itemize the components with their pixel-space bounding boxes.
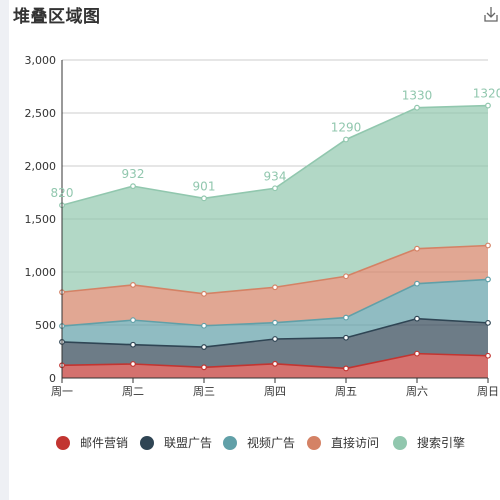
data-point	[272, 360, 278, 367]
x-tick-label: 周三	[193, 385, 215, 398]
data-point	[343, 314, 349, 321]
data-label: 932	[122, 167, 145, 181]
data-labels-layer: 820 932 901 934 1290 1330 1320	[51, 87, 500, 201]
data-point	[130, 282, 136, 288]
data-point	[414, 245, 420, 252]
data-point	[414, 104, 420, 111]
legend-label: 视频广告	[247, 435, 295, 450]
legend-marker	[307, 436, 321, 450]
data-label: 934	[264, 169, 287, 183]
y-tick-label: 0	[49, 372, 56, 385]
data-point	[201, 364, 207, 371]
data-point	[272, 336, 278, 342]
data-point	[343, 136, 349, 143]
data-point	[343, 365, 349, 372]
x-tick-label: 周六	[406, 385, 428, 398]
y-tick-label: 3,000	[25, 54, 57, 67]
data-points-layer	[59, 102, 491, 372]
data-point	[485, 276, 491, 283]
area-搜索引擎	[62, 105, 488, 294]
data-point	[130, 183, 136, 190]
legend-item[interactable]: 视频广告	[223, 435, 295, 450]
data-point	[201, 344, 207, 350]
chart-title: 堆叠区域图	[13, 7, 101, 27]
x-tick-label: 周二	[122, 385, 144, 398]
y-tick-label: 2,000	[25, 160, 57, 173]
area-直接访问	[62, 245, 488, 327]
legend-item[interactable]: 直接访问	[307, 435, 379, 450]
data-label: 901	[193, 179, 216, 193]
data-point	[130, 341, 136, 348]
data-label: 820	[51, 186, 74, 200]
legend-label: 邮件营销	[80, 436, 128, 450]
axes-layer: 0 500 1,000 1,500 2,000 2,500 3,000 周一 周二 周三 周四 周五 周…	[25, 54, 500, 398]
y-tick-label: 500	[35, 319, 56, 332]
x-tick-label: 周五	[335, 385, 357, 398]
legend-item[interactable]: 邮件营销	[56, 436, 128, 450]
data-point	[485, 352, 491, 359]
data-point	[414, 280, 420, 287]
data-point	[130, 361, 136, 367]
data-point	[485, 102, 491, 109]
data-point	[201, 195, 207, 202]
x-tick-label: 周四	[264, 385, 286, 398]
area-联盟广告	[62, 318, 488, 369]
download-icon[interactable]	[481, 4, 500, 24]
legend-marker	[56, 436, 70, 450]
y-tick-label: 1,500	[25, 213, 57, 226]
data-point	[201, 290, 207, 297]
data-point	[201, 322, 207, 329]
data-label: 1320	[473, 87, 500, 101]
x-tick-label: 周一	[51, 385, 73, 398]
data-point	[272, 284, 278, 291]
data-point	[485, 319, 491, 326]
data-point	[272, 185, 278, 192]
data-point	[485, 242, 491, 249]
legend-marker	[223, 436, 237, 450]
legend-label: 直接访问	[331, 435, 379, 450]
left-edge-strip	[0, 0, 9, 500]
legend-marker	[393, 436, 407, 450]
y-tick-label: 2,500	[25, 107, 57, 120]
data-point	[414, 350, 420, 357]
legend-label: 联盟广告	[164, 436, 212, 450]
legend-label: 搜索引擎	[417, 435, 465, 450]
data-label: 1330	[402, 89, 433, 103]
legend-item[interactable]: 搜索引擎	[393, 435, 465, 450]
legend-marker	[140, 436, 154, 450]
data-point	[343, 334, 349, 341]
area-视频广告	[62, 279, 488, 348]
legend-item[interactable]: 联盟广告	[140, 436, 212, 450]
data-label: 1290	[331, 121, 362, 135]
legend[interactable]: 邮件营销 联盟广告 视频广告 直接访问 搜索引擎	[56, 435, 465, 450]
x-tick-label: 周日	[477, 385, 499, 398]
data-point	[272, 319, 278, 326]
data-point	[414, 315, 420, 322]
y-tick-label: 1,000	[25, 266, 57, 279]
data-point	[130, 317, 136, 324]
data-point	[343, 273, 349, 280]
